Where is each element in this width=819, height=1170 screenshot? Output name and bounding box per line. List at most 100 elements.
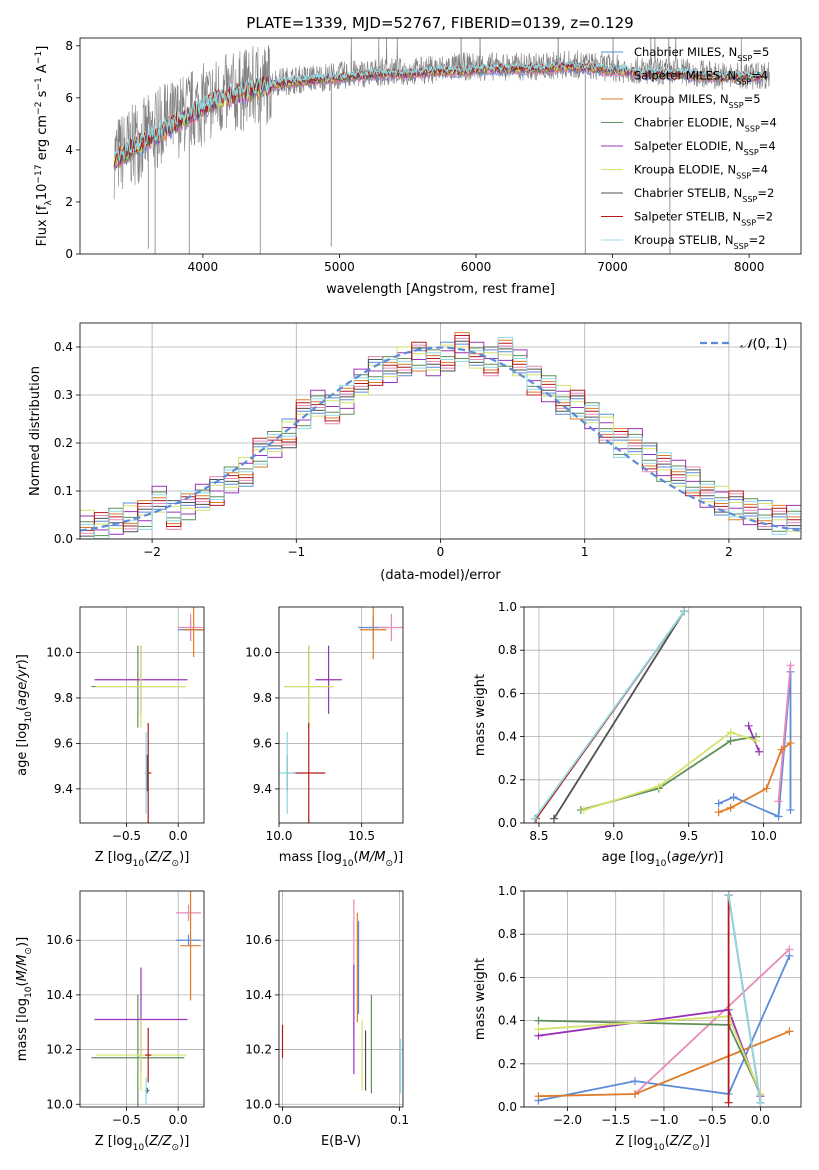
legend-entry: Chabrier ELODIE, NSSP=4 — [634, 116, 777, 134]
weight-marker — [654, 782, 663, 791]
weight-marker — [777, 745, 786, 754]
legend-entry: Chabrier STELIB, NSSP=2 — [634, 186, 774, 204]
x-tick-label: 6000 — [461, 260, 492, 274]
histogram-6 — [80, 340, 801, 537]
x-tick-label: −1 — [287, 545, 305, 559]
gaussian-curve — [80, 346, 801, 532]
weight-marker — [534, 1092, 543, 1101]
histogram-8 — [80, 336, 801, 539]
weight-line-6 — [553, 610, 685, 820]
y-tick-label: 0.0 — [498, 1100, 517, 1114]
axes-frame — [278, 606, 404, 824]
y-tick-label: 0.0 — [498, 816, 517, 830]
plot-age-vs-Z: −0.5 0.0 9.4 9.6 9.8 10.0 Z [log10(Z/Z⊙)] age [… — [15, 606, 205, 869]
plot-spectrum: 4000 5000 6000 7000 8000 0 2 4 6 8 wavelength [Ang… — [34, 37, 802, 297]
x-tick-label: 7000 — [597, 260, 628, 274]
axes-frame — [79, 37, 802, 255]
weight-marker — [756, 1098, 765, 1107]
y-tick-label: 0.4 — [498, 1014, 517, 1028]
weight-marker — [774, 797, 783, 806]
y-axis-label: mass weight — [473, 958, 488, 1040]
y-tick-label: 10.0 — [245, 645, 272, 659]
y-tick-label: 0.2 — [498, 773, 517, 787]
axes-frame — [79, 606, 205, 824]
legend-entry: Salpeter STELIB, NSSP=2 — [634, 210, 773, 228]
y-tick-label: 10.0 — [46, 1097, 73, 1111]
axes-frame — [278, 890, 404, 1108]
weight-marker — [786, 739, 795, 748]
weight-line-1 — [634, 948, 791, 1095]
weight-marker — [630, 1090, 639, 1099]
y-tick-label: 10.0 — [245, 1097, 272, 1111]
x-tick-label: −2.0 — [553, 1113, 582, 1127]
plot-area — [113, 38, 770, 254]
weight-marker — [630, 1077, 639, 1086]
x-axis-label: age [log10(age/yr)] — [602, 850, 724, 869]
y-tick-label: 0.4 — [54, 340, 73, 354]
y-tick-label: 0 — [65, 247, 73, 261]
weight-line-1 — [777, 665, 792, 802]
x-tick-label: 0.0 — [751, 1113, 770, 1127]
y-tick-label: 9.4 — [54, 782, 73, 796]
weight-line-8 — [533, 610, 685, 820]
x-axis-label: (data-model)/error — [380, 568, 501, 583]
plot-area — [91, 891, 201, 1107]
plot-area — [534, 891, 794, 1107]
x-tick-label: 9.5 — [679, 829, 698, 843]
x-tick-label: −2 — [143, 545, 161, 559]
y-tick-label: 10.4 — [245, 988, 272, 1002]
x-tick-label: 4000 — [188, 260, 219, 274]
y-axis-label: age [log10(age/yr)] — [15, 654, 34, 776]
y-tick-label: 9.4 — [253, 782, 272, 796]
x-tick-label: 8000 — [734, 260, 765, 274]
y-tick-label: 1.0 — [498, 884, 517, 898]
plot-mass-vs-Z: −0.5 0.0 10.0 10.2 10.4 10.6 Z [log10(Z/Z⊙)] ma… — [15, 890, 205, 1153]
y-tick-label: 0.8 — [498, 927, 517, 941]
x-axis-label: E(B-V) — [321, 1134, 361, 1149]
weight-line-5 — [583, 731, 757, 811]
y-tick-label: 0.4 — [498, 730, 517, 744]
x-tick-label: 9.0 — [604, 829, 623, 843]
y-tick-label: 10.2 — [245, 1043, 272, 1057]
x-tick-label: 1 — [581, 545, 589, 559]
x-tick-label: 0.0 — [169, 829, 188, 843]
weight-marker — [744, 721, 753, 730]
model-line-7 — [113, 60, 763, 167]
weight-marker — [752, 736, 761, 745]
y-axis-label: Flux [fλ10−17 erg cm−2 s−1 A−1] — [34, 46, 54, 247]
weight-marker — [726, 803, 735, 812]
axes-frame — [79, 322, 802, 540]
x-tick-label: −0.5 — [112, 829, 141, 843]
plot-age-vs-mass: 10.0 10.5 9.4 9.6 9.8 10.0 mass [log10(M/M⊙)] — [245, 606, 404, 869]
y-tick-label: 0.6 — [498, 686, 517, 700]
weight-line-4 — [747, 725, 760, 753]
y-tick-label: 9.8 — [253, 691, 272, 705]
y-tick-label: 0.2 — [54, 436, 73, 450]
legend-entry: 𝒩(0, 1) — [740, 337, 787, 352]
y-tick-label: 0.0 — [54, 532, 73, 546]
plot-area — [91, 607, 204, 823]
weight-marker — [534, 1016, 543, 1025]
x-axis-label: Z [log10(Z/Z⊙)] — [95, 850, 190, 869]
weight-marker — [534, 1025, 543, 1034]
weight-line-8 — [727, 895, 762, 1103]
plot-weight-vs-Z: −2.0 −1.5 −1.0 −0.5 0.0 0.0 0.2 0.4 0.6 0.8 1.0 Z [… — [473, 884, 802, 1153]
y-axis-label: Normed distribution — [28, 366, 43, 496]
x-axis-label: Z [log10(Z/Z⊙)] — [615, 1134, 710, 1153]
y-tick-label: 1.0 — [498, 600, 517, 614]
y-tick-label: 8 — [65, 39, 73, 53]
y-tick-label: 10.6 — [245, 933, 272, 947]
x-axis-label: Z [log10(Z/Z⊙)] — [95, 1134, 190, 1153]
x-tick-label: 5000 — [324, 260, 355, 274]
y-tick-label: 0.3 — [54, 388, 73, 402]
x-tick-label: 10.0 — [266, 829, 293, 843]
legend-entry: Chabrier MILES, NSSP=5 — [634, 45, 769, 63]
x-tick-label: −1.5 — [601, 1113, 630, 1127]
weight-marker — [774, 812, 783, 821]
weight-marker — [530, 814, 539, 823]
y-tick-label: 9.8 — [54, 691, 73, 705]
weight-marker — [724, 891, 733, 900]
x-tick-label: 0 — [437, 545, 445, 559]
x-tick-label: −0.5 — [698, 1113, 727, 1127]
